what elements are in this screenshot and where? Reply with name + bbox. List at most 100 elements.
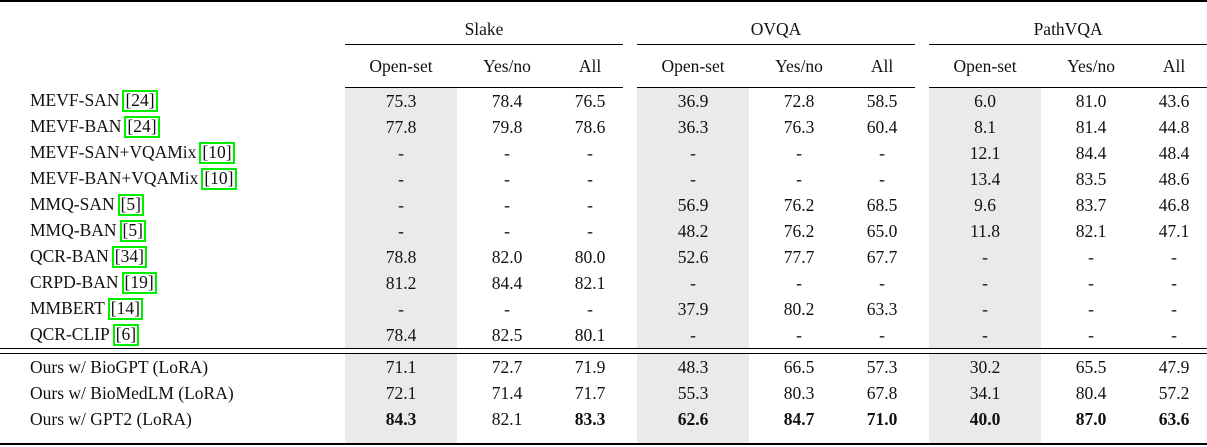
value-cell: 77.8 — [345, 114, 457, 140]
value-cell: - — [929, 270, 1042, 296]
table-row: MEVF-BAN [24] 77.8 79.8 78.6 36.3 76.3 60.4 8.1 8… — [0, 114, 1207, 140]
value-cell: 43.6 — [1158, 90, 1190, 111]
value-cell: - — [504, 298, 510, 319]
method-name-cell: MEVF-SAN [24] — [0, 88, 345, 115]
value-cell: 72.7 — [491, 356, 523, 377]
value-cell: - — [504, 142, 510, 163]
value-cell: 81.2 — [345, 270, 457, 296]
group-gap — [623, 322, 637, 349]
value-cell: 82.0 — [491, 246, 523, 267]
method-label: Ours w/ GPT2 (LoRA) — [30, 408, 192, 429]
value-cell: 48.2 — [637, 218, 750, 244]
value-cell: 71.7 — [574, 382, 606, 403]
value-cell: 71.0 — [866, 408, 898, 429]
method-name-cell: QCR-CLIP [6] — [0, 322, 345, 349]
value-cell: 67.7 — [866, 246, 898, 267]
subheader-slake-yes-no: Yes/no — [457, 44, 557, 88]
value-cell: - — [504, 220, 510, 241]
padding-cell — [915, 432, 929, 444]
dataset-group-slake: Slake — [345, 1, 624, 45]
value-cell: - — [637, 140, 750, 166]
method-label: MEVF-BAN+VQAMix — [30, 167, 199, 188]
value-cell: - — [1088, 246, 1094, 267]
group-gap — [915, 192, 929, 218]
method-name-cell: QCR-BAN [34] — [0, 244, 345, 270]
value-cell: 80.4 — [1075, 382, 1107, 403]
value-cell: 48.3 — [637, 353, 750, 380]
group-gap — [915, 296, 929, 322]
value-cell: 34.1 — [929, 380, 1042, 406]
value-cell: 9.6 — [929, 192, 1042, 218]
group-gap — [623, 114, 637, 140]
value-cell: 82.1 — [1075, 220, 1107, 241]
double-rule — [0, 348, 1207, 354]
subheader-pathvqa-all: All — [1141, 44, 1207, 88]
method-name-cell: Ours w/ GPT2 (LoRA) — [0, 406, 345, 432]
group-gap — [915, 45, 929, 88]
value-cell: - — [587, 298, 593, 319]
citation-link[interactable]: [6] — [112, 323, 140, 347]
citation-link[interactable]: [5] — [119, 219, 146, 243]
table-row: Ours w/ GPT2 (LoRA) 84.3 82.1 83.3 62.6 84.7 7… — [0, 406, 1207, 432]
padding-cell — [1141, 432, 1207, 444]
citation-link[interactable]: [14] — [107, 297, 143, 321]
value-cell: - — [929, 296, 1042, 322]
method-name-cell: MEVF-BAN+VQAMix [10] — [0, 166, 345, 192]
group-gap — [915, 166, 929, 192]
value-cell: 66.5 — [783, 356, 815, 377]
group-gap — [915, 140, 929, 166]
value-cell: - — [796, 324, 802, 345]
value-cell: 37.9 — [637, 296, 750, 322]
group-gap — [623, 166, 637, 192]
value-cell: 76.3 — [783, 116, 815, 137]
subheader-ovqa-open-set: Open-set — [637, 44, 750, 88]
table-row: CRPD-BAN [19] 81.2 84.4 82.1- - - - - - — [0, 270, 1207, 296]
citation-link[interactable]: [19] — [121, 271, 157, 295]
value-cell: 13.4 — [929, 166, 1042, 192]
value-cell: 47.1 — [1158, 220, 1190, 241]
citation-link[interactable]: [10] — [199, 141, 235, 165]
value-cell: - — [1171, 298, 1177, 319]
padding-cell — [929, 432, 1042, 444]
value-cell: - — [504, 194, 510, 215]
value-cell: - — [637, 270, 750, 296]
citation-link[interactable]: [24] — [122, 89, 158, 112]
citation-link[interactable]: [5] — [117, 193, 145, 217]
value-cell: 48.6 — [1158, 168, 1190, 189]
value-cell: 57.2 — [1158, 382, 1190, 403]
value-cell: 75.3 — [345, 87, 457, 114]
methods-tbody: MEVF-SAN [24] 75.3 78.4 76.5 36.9 72.8 58.5 6.0 8… — [0, 87, 1207, 444]
value-cell: 78.6 — [574, 116, 606, 137]
group-gap — [623, 218, 637, 244]
value-cell: - — [587, 142, 593, 163]
value-cell: 52.6 — [637, 244, 750, 270]
value-cell: 80.1 — [574, 324, 606, 345]
value-cell: 11.8 — [929, 218, 1042, 244]
method-label: MEVF-SAN+VQAMix — [30, 141, 197, 162]
value-cell: 81.0 — [1075, 90, 1107, 111]
value-cell: 40.0 — [929, 406, 1042, 432]
subheader-pathvqa-yes-no: Yes/no — [1041, 44, 1142, 88]
method-name-cell: Ours w/ BioGPT (LoRA) — [0, 354, 345, 381]
value-cell: - — [1088, 272, 1094, 293]
value-cell: 60.4 — [866, 116, 898, 137]
subheader-ovqa-yes-no: Yes/no — [749, 44, 850, 88]
method-name-cell: MEVF-SAN+VQAMix [10] — [0, 140, 345, 166]
table-header: Slake OVQA PathVQA Open-set Yes/no All O… — [0, 1, 1207, 88]
value-cell: 48.4 — [1158, 142, 1190, 163]
value-cell: 83.7 — [1075, 194, 1107, 215]
value-cell: - — [929, 322, 1042, 349]
value-cell: 8.1 — [929, 114, 1042, 140]
citation-link[interactable]: [34] — [111, 245, 147, 269]
citation-link[interactable]: [10] — [201, 167, 237, 191]
citation-link[interactable]: [24] — [124, 115, 160, 139]
value-cell: 83.5 — [1075, 168, 1107, 189]
value-cell: - — [345, 218, 457, 244]
group-gap — [915, 244, 929, 270]
value-cell: 68.5 — [866, 194, 898, 215]
value-cell: 65.5 — [1075, 356, 1107, 377]
method-label: MEVF-BAN — [30, 115, 122, 136]
method-label: MEVF-SAN — [30, 89, 120, 110]
padding-cell — [1041, 432, 1141, 444]
value-cell: - — [1171, 272, 1177, 293]
